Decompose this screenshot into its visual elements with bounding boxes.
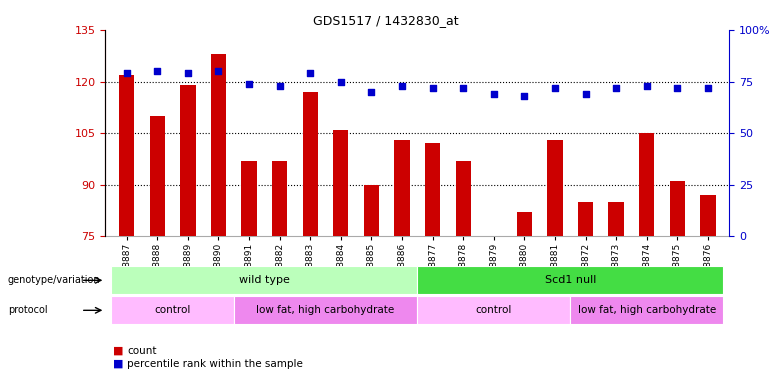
Bar	[333, 130, 349, 236]
Bar	[242, 160, 257, 236]
Bar	[112, 296, 234, 324]
Point	[274, 83, 286, 89]
Point	[702, 85, 714, 91]
Point	[304, 70, 317, 76]
Point	[335, 79, 347, 85]
Point	[212, 68, 225, 74]
Point	[640, 83, 653, 89]
Text: control: control	[476, 305, 512, 315]
Point	[548, 85, 561, 91]
Bar	[363, 185, 379, 236]
Bar	[303, 92, 318, 236]
Point	[488, 91, 500, 97]
Point	[365, 89, 378, 95]
Text: Scd1 null: Scd1 null	[544, 275, 596, 285]
Bar	[417, 266, 723, 294]
Text: count: count	[127, 346, 157, 355]
Bar	[395, 140, 410, 236]
Text: ■: ■	[113, 346, 123, 355]
Point	[671, 85, 683, 91]
Bar	[119, 75, 134, 236]
Bar	[417, 296, 570, 324]
Bar	[570, 296, 723, 324]
Text: low fat, high carbohydrate: low fat, high carbohydrate	[257, 305, 395, 315]
Text: low fat, high carbohydrate: low fat, high carbohydrate	[577, 305, 716, 315]
Bar	[639, 133, 654, 236]
Bar	[272, 160, 287, 236]
Bar	[578, 202, 593, 236]
Title: GDS1517 / 1432830_at: GDS1517 / 1432830_at	[314, 15, 459, 27]
Bar	[234, 296, 417, 324]
Bar	[456, 160, 471, 236]
Point	[182, 70, 194, 76]
Bar	[608, 202, 624, 236]
Point	[580, 91, 592, 97]
Text: wild type: wild type	[239, 275, 290, 285]
Text: genotype/variation: genotype/variation	[8, 275, 101, 285]
Point	[395, 83, 408, 89]
Text: ■: ■	[113, 359, 123, 369]
Bar	[180, 85, 196, 236]
Bar	[548, 140, 562, 236]
Bar	[700, 195, 715, 236]
Bar	[670, 181, 685, 236]
Point	[120, 70, 133, 76]
Bar	[150, 116, 165, 236]
Point	[457, 85, 470, 91]
Text: percentile rank within the sample: percentile rank within the sample	[127, 359, 303, 369]
Bar	[425, 144, 440, 236]
Point	[610, 85, 622, 91]
Bar	[211, 54, 226, 236]
Text: control: control	[154, 305, 191, 315]
Point	[243, 81, 255, 87]
Point	[427, 85, 439, 91]
Text: protocol: protocol	[8, 305, 48, 315]
Bar	[516, 212, 532, 236]
Point	[518, 93, 530, 99]
Bar	[112, 266, 417, 294]
Point	[151, 68, 164, 74]
